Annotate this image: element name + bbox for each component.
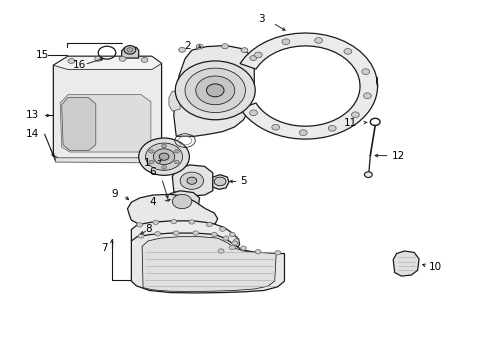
Polygon shape [165, 191, 199, 212]
Circle shape [188, 220, 194, 224]
Text: 2: 2 [184, 41, 190, 50]
Text: 11: 11 [343, 118, 356, 128]
Circle shape [364, 172, 371, 177]
Text: 4: 4 [149, 197, 156, 207]
Polygon shape [142, 237, 276, 292]
Polygon shape [173, 45, 254, 136]
Circle shape [249, 110, 257, 116]
Circle shape [161, 144, 166, 148]
Circle shape [195, 76, 234, 105]
Circle shape [149, 149, 154, 153]
Circle shape [271, 124, 279, 130]
Circle shape [223, 236, 228, 240]
Circle shape [178, 47, 185, 52]
Circle shape [145, 143, 182, 170]
Circle shape [153, 220, 158, 225]
Text: 10: 10 [428, 262, 441, 272]
Circle shape [240, 246, 246, 250]
Circle shape [361, 69, 369, 75]
Circle shape [137, 223, 142, 227]
Circle shape [327, 125, 335, 131]
Polygon shape [212, 175, 228, 189]
Circle shape [231, 241, 237, 245]
Circle shape [141, 57, 148, 62]
Circle shape [314, 37, 322, 43]
Circle shape [159, 153, 168, 160]
Circle shape [161, 166, 166, 169]
Text: 12: 12 [391, 150, 404, 161]
Circle shape [218, 249, 224, 253]
Polygon shape [131, 233, 284, 293]
Circle shape [249, 55, 256, 60]
Circle shape [196, 44, 203, 49]
Circle shape [241, 48, 247, 53]
Circle shape [127, 48, 133, 52]
Polygon shape [127, 194, 217, 228]
Polygon shape [60, 95, 151, 152]
Polygon shape [172, 165, 212, 196]
Circle shape [254, 52, 262, 58]
Circle shape [119, 56, 126, 61]
Polygon shape [122, 47, 139, 58]
Circle shape [139, 138, 189, 175]
Circle shape [153, 149, 174, 165]
Circle shape [172, 194, 191, 209]
Circle shape [170, 220, 176, 224]
Text: 14: 14 [26, 129, 39, 139]
Circle shape [192, 231, 198, 235]
Circle shape [68, 58, 75, 63]
Polygon shape [53, 56, 161, 69]
Circle shape [221, 44, 228, 49]
Polygon shape [168, 91, 180, 111]
Text: 16: 16 [73, 60, 86, 70]
Circle shape [219, 227, 225, 231]
Text: 15: 15 [36, 50, 49, 60]
Circle shape [211, 232, 217, 237]
Circle shape [95, 56, 102, 61]
Polygon shape [392, 251, 418, 276]
Circle shape [175, 61, 255, 120]
Polygon shape [131, 221, 239, 255]
Polygon shape [61, 98, 96, 150]
Text: 8: 8 [145, 225, 152, 234]
Circle shape [186, 177, 196, 184]
Text: 3: 3 [258, 14, 264, 24]
Circle shape [124, 45, 136, 54]
Circle shape [155, 231, 160, 236]
Circle shape [233, 239, 239, 243]
Polygon shape [55, 158, 159, 166]
Circle shape [229, 245, 235, 249]
Text: 13: 13 [26, 111, 39, 121]
Circle shape [149, 160, 154, 164]
Circle shape [184, 68, 245, 113]
Circle shape [214, 177, 225, 186]
Circle shape [274, 251, 280, 255]
Circle shape [206, 222, 212, 226]
Circle shape [343, 49, 351, 54]
Text: 9: 9 [111, 189, 118, 199]
Circle shape [363, 93, 370, 99]
Circle shape [299, 130, 306, 135]
Polygon shape [240, 33, 377, 139]
Text: 1: 1 [144, 158, 151, 168]
Text: 6: 6 [149, 167, 156, 177]
Polygon shape [53, 56, 161, 160]
Circle shape [174, 149, 179, 153]
Circle shape [255, 249, 261, 254]
Circle shape [180, 172, 203, 189]
Circle shape [282, 39, 289, 45]
Circle shape [229, 232, 235, 237]
Text: 5: 5 [240, 176, 247, 186]
Circle shape [351, 112, 359, 118]
Circle shape [138, 234, 144, 238]
Circle shape [206, 84, 224, 97]
Circle shape [174, 160, 179, 164]
Circle shape [173, 231, 179, 235]
Text: 7: 7 [101, 243, 108, 253]
